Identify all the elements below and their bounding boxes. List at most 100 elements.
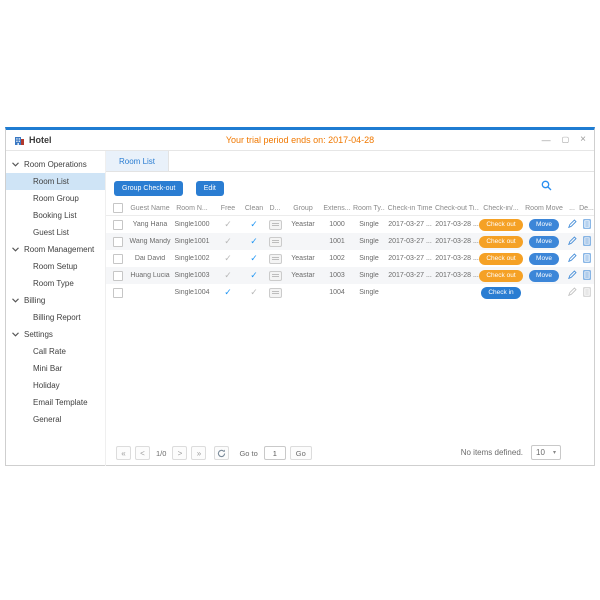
row-checkbox[interactable] (112, 270, 123, 281)
dnd-icon (268, 236, 282, 247)
room-name: Single1004 (174, 289, 210, 296)
group-checkout-button[interactable]: Group Check-out (114, 181, 184, 196)
clean-check-icon (250, 271, 258, 280)
sidebar-item-room-setup[interactable]: Room Setup (6, 258, 105, 275)
edit-button[interactable]: Edit (195, 181, 224, 196)
detail-bill-icon[interactable] (582, 286, 591, 299)
content-area: Room List Group Check-out Edit Guest Nam… (106, 151, 594, 466)
footer-status: No items defined. 10 ▾ (461, 445, 561, 460)
refresh-icon[interactable] (214, 446, 230, 460)
edit-pencil-icon[interactable] (567, 236, 577, 247)
page-size-select[interactable]: 10 ▾ (531, 445, 561, 460)
tab-bar: Room List (106, 151, 594, 172)
prev-page-button[interactable]: < (135, 446, 150, 460)
table-row: Yang Hana Single1000 Yeastar 1000 Single… (106, 216, 594, 233)
free-check-icon (224, 237, 232, 246)
sidebar-item-label: Room Setup (33, 262, 78, 271)
goto-page-input[interactable] (263, 446, 286, 460)
col-detail: De... (579, 204, 594, 212)
row-checkbox[interactable] (112, 219, 123, 230)
sidebar-item-label: Email Template (33, 398, 88, 407)
room-name: Single1000 (174, 221, 210, 228)
detail-bill-icon[interactable] (582, 252, 591, 265)
check-in-button[interactable]: Check in (481, 286, 521, 299)
next-page-button[interactable]: > (172, 446, 188, 460)
chevron-down-icon (12, 332, 19, 337)
edit-pencil-icon[interactable] (567, 270, 577, 281)
check-out-button[interactable]: Check out (479, 269, 523, 282)
sidebar-item-general[interactable]: General (6, 411, 105, 428)
sidebar-item-holiday[interactable]: Holiday (6, 377, 105, 394)
checkin-time: 2017-03-27 ... (388, 238, 432, 245)
sidebar-item-call-rate[interactable]: Call Rate (6, 343, 105, 360)
checkin-time: 2017-03-27 ... (388, 255, 432, 262)
sidebar-item-room-group[interactable]: Room Group (6, 190, 105, 207)
sidebar-item-guest-list[interactable]: Guest List (6, 224, 105, 241)
sidebar-section-settings[interactable]: Settings (6, 326, 105, 343)
sidebar-section-room-operations[interactable]: Room Operations (6, 156, 105, 173)
free-check-icon (224, 220, 232, 229)
chevron-down-icon (12, 247, 19, 252)
edit-pencil-icon[interactable] (567, 219, 577, 230)
room-type: Single (359, 238, 379, 245)
maximize-button[interactable]: ▢ (561, 135, 570, 144)
sidebar-item-mini-bar[interactable]: Mini Bar (6, 360, 105, 377)
extension: 1000 (329, 221, 345, 228)
room-name: Single1003 (174, 272, 210, 279)
row-checkbox[interactable] (112, 236, 123, 247)
checkout-time: 2017-03-28 ... (435, 272, 479, 279)
row-checkbox[interactable] (112, 253, 123, 264)
search-icon[interactable] (541, 178, 552, 196)
page-indicator: 1/0 (156, 448, 167, 458)
sidebar-item-booking-list[interactable]: Booking List (6, 207, 105, 224)
detail-bill-icon[interactable] (582, 235, 591, 248)
sidebar-item-label: Room List (33, 177, 70, 186)
col-edit: ... (569, 204, 575, 212)
close-button[interactable]: × (580, 134, 586, 145)
sidebar-item-room-list[interactable]: Room List (6, 173, 105, 190)
check-out-button[interactable]: Check out (479, 235, 523, 248)
sidebar-section-room-management[interactable]: Room Management (6, 241, 105, 258)
edit-pencil-icon[interactable] (567, 287, 577, 298)
sidebar-item-email-template[interactable]: Email Template (6, 394, 105, 411)
sidebar-item-room-type[interactable]: Room Type (6, 275, 105, 292)
sidebar-section-label: Room Management (24, 245, 95, 254)
minimize-button[interactable]: — (541, 135, 551, 145)
room-table: Guest Name Room N... Free Clean D... Gro… (106, 201, 594, 301)
edit-pencil-icon[interactable] (567, 253, 577, 264)
detail-bill-icon[interactable] (582, 218, 591, 231)
checkin-time: 2017-03-27 ... (388, 272, 432, 279)
sidebar-item-label: Guest List (33, 228, 70, 237)
clean-check-icon (250, 254, 258, 263)
sidebar-section-billing[interactable]: Billing (6, 292, 105, 309)
dnd-icon (268, 253, 282, 264)
select-all-checkbox[interactable] (112, 203, 123, 213)
move-button[interactable]: Move (529, 218, 559, 231)
check-out-button[interactable]: Check out (479, 252, 523, 265)
last-page-button[interactable]: » (191, 446, 207, 460)
move-button[interactable]: Move (529, 252, 559, 265)
goto-label: Go to (239, 448, 258, 458)
app-window: Hotel Your trial period ends on: 2017-04… (5, 127, 595, 466)
check-out-button[interactable]: Check out (479, 218, 523, 231)
sidebar-item-billing-report[interactable]: Billing Report (6, 309, 105, 326)
move-button[interactable]: Move (529, 235, 559, 248)
move-button[interactable]: Move (529, 269, 559, 282)
first-page-button[interactable]: « (116, 446, 131, 460)
clean-check-icon (250, 220, 258, 229)
extension: 1001 (329, 238, 345, 245)
checkin-time: 2017-03-27 ... (388, 221, 432, 228)
clean-check-icon (250, 288, 258, 297)
guest-name: Wang Mandy (129, 238, 171, 245)
group-name: Yeastar (291, 272, 315, 279)
sidebar-item-label: Billing Report (33, 313, 81, 322)
col-group: Group (293, 204, 313, 212)
group-name: Yeastar (291, 221, 315, 228)
go-button[interactable]: Go (289, 446, 312, 460)
detail-bill-icon[interactable] (582, 269, 591, 282)
guest-name: Huang Lucia (130, 272, 170, 279)
app-identity: Hotel (14, 135, 52, 146)
col-checkout-time: Check-out Ti... (435, 204, 479, 212)
tab-room-list[interactable]: Room List (106, 151, 170, 171)
row-checkbox[interactable] (112, 287, 123, 298)
